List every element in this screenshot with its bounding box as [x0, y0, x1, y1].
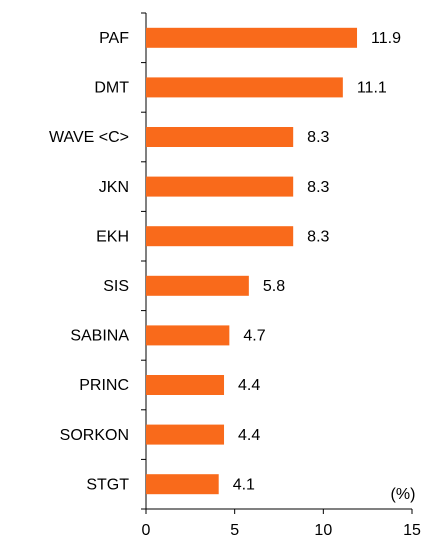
- x-tick-label: 0: [142, 522, 151, 539]
- bar: [146, 375, 225, 395]
- y-tick-label: SORKON: [60, 427, 129, 444]
- bar: [146, 424, 225, 445]
- bar: [146, 127, 294, 147]
- bar: [146, 27, 358, 48]
- data-label: 5.8: [263, 278, 285, 295]
- y-tick-label: SIS: [103, 278, 129, 295]
- y-tick-label: WAVE <C>: [49, 129, 129, 146]
- data-label: 8.3: [307, 228, 329, 245]
- bar: [146, 325, 230, 346]
- y-tick-label: JKN: [99, 179, 129, 196]
- x-tick-label: 10: [314, 522, 332, 539]
- y-tick-label: STGT: [86, 476, 129, 493]
- x-tick-label: 15: [403, 522, 421, 539]
- bar: [146, 275, 249, 296]
- data-label: 4.4: [238, 427, 260, 444]
- data-label: 8.3: [307, 179, 329, 196]
- data-label: 11.9: [371, 30, 401, 47]
- bar: [146, 226, 294, 247]
- data-label: 4.4: [238, 377, 260, 394]
- y-tick-label: PRINC: [79, 377, 129, 394]
- y-tick-label: SABINA: [70, 328, 129, 345]
- data-label: 4.1: [233, 476, 255, 493]
- x-tick-label: 5: [230, 522, 239, 539]
- y-tick-label: PAF: [99, 30, 129, 47]
- y-tick-label: EKH: [96, 228, 129, 245]
- bar: [146, 474, 219, 495]
- bar: [146, 176, 294, 197]
- bar: [146, 77, 343, 98]
- data-label: 11.1: [357, 80, 387, 97]
- data-label: 8.3: [307, 129, 329, 146]
- y-tick-label: DMT: [94, 80, 129, 97]
- data-label: 4.7: [243, 328, 265, 345]
- unit-label: (%): [391, 486, 416, 503]
